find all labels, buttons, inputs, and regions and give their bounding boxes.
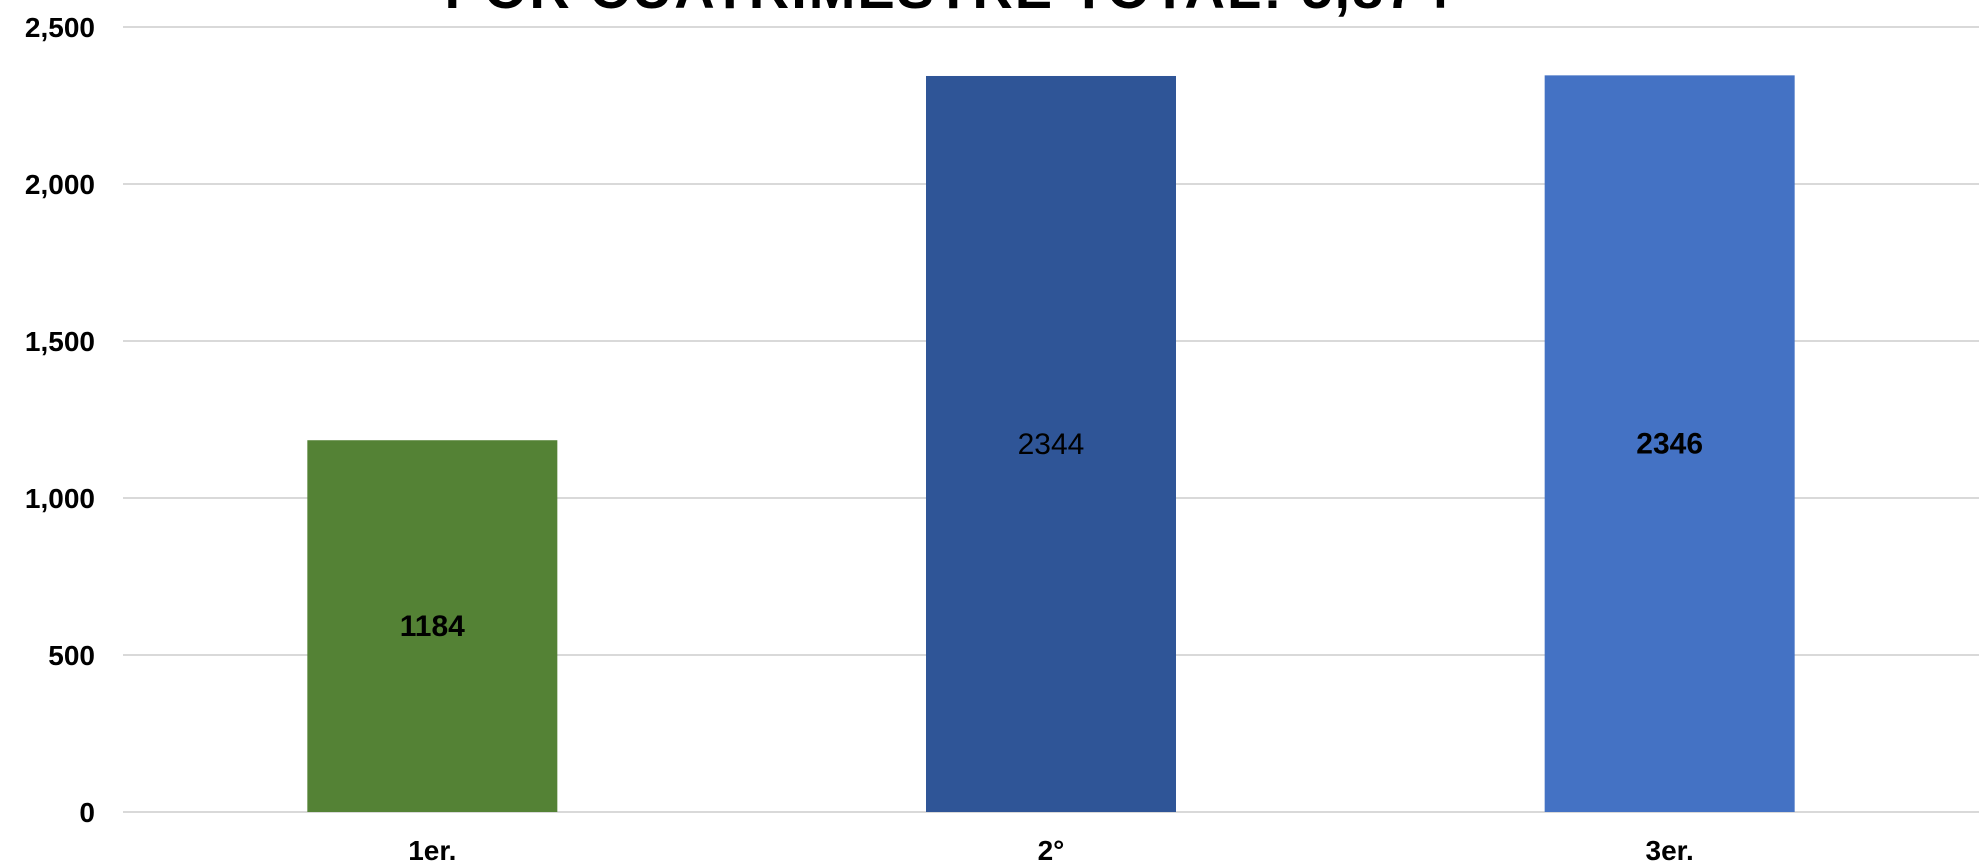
bar: [307, 440, 558, 812]
data-label: 2344: [1018, 428, 1085, 461]
x-tick-label: 1er.: [408, 835, 456, 866]
x-axis-tick-labels: 1er. 2° 3er.: [408, 835, 1694, 866]
x-tick-label: 3er.: [1646, 835, 1694, 866]
y-axis-tick-labels: 0 500 1,000 1,500 2,000 2,500: [25, 12, 95, 828]
y-tick-label: 1,500: [25, 326, 95, 357]
y-tick-label: 2,500: [25, 12, 95, 43]
bar: [1544, 75, 1795, 812]
bars: [307, 75, 1795, 812]
x-tick-label: 2°: [1038, 835, 1065, 866]
y-tick-label: 1,000: [25, 483, 95, 514]
y-tick-label: 500: [48, 640, 95, 671]
y-tick-label: 0: [79, 797, 95, 828]
data-label: 1184: [400, 610, 465, 643]
y-tick-label: 2,000: [25, 169, 95, 200]
bar: [926, 75, 1176, 812]
data-label: 2346: [1636, 428, 1703, 461]
chart-title: POR CUATRIMESTRE TOTAL: 5,874: [445, 0, 1452, 20]
data-labels: 1184 2344 2346: [400, 428, 1703, 643]
